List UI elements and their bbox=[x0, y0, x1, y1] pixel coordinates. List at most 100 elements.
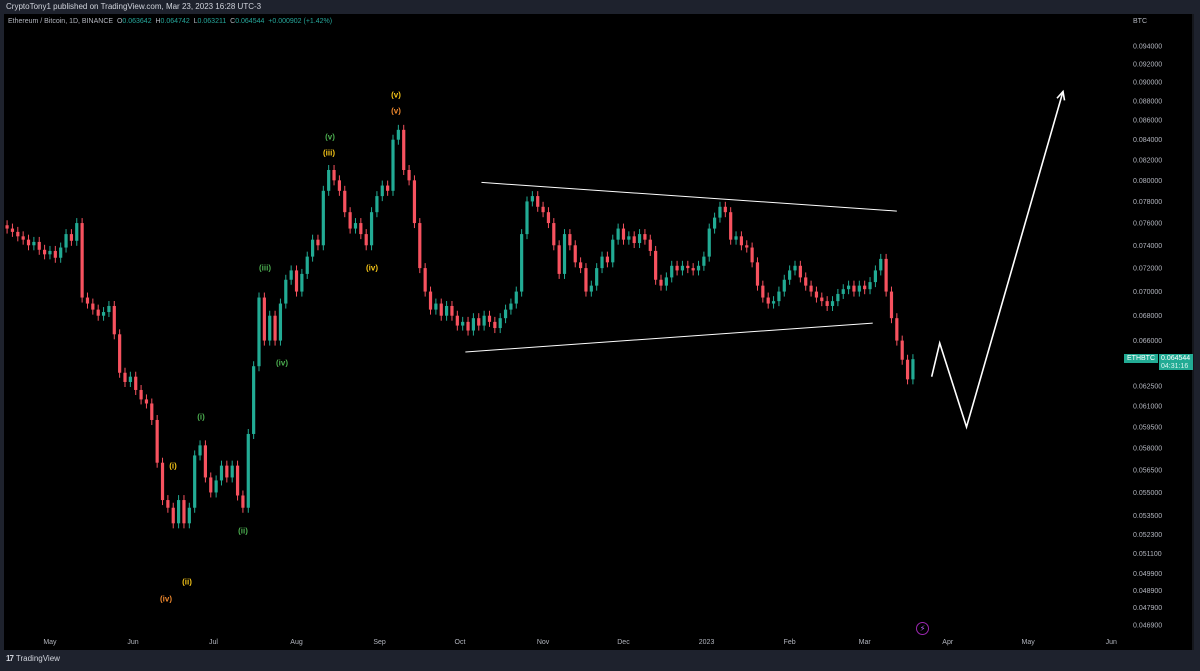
candle bbox=[702, 251, 706, 271]
candle bbox=[729, 207, 733, 245]
candle bbox=[868, 277, 872, 295]
candle-body bbox=[847, 285, 851, 290]
lightning-icon[interactable]: ⚡︎ bbox=[916, 622, 929, 635]
wave-label-green[interactable]: (i) bbox=[197, 412, 205, 422]
candle-body bbox=[300, 273, 304, 292]
tradingview-logo[interactable]: 17 TradingView bbox=[6, 654, 60, 663]
candle bbox=[777, 286, 781, 307]
candle-body bbox=[59, 247, 63, 258]
price-tick-label: 0.090000 bbox=[1133, 80, 1162, 87]
candle-body bbox=[10, 228, 15, 232]
time-axis[interactable]: May Jun Jul Aug Sep Oct Nov Dec 2023 Feb Mar Apr May… bbox=[43, 639, 1117, 646]
candle-body bbox=[788, 270, 792, 280]
triangle-lower-trendline bbox=[465, 322, 873, 353]
candle-body bbox=[777, 291, 781, 302]
candle-body bbox=[445, 305, 449, 316]
publish-bar: CryptoTony1 published on TradingView.com… bbox=[0, 0, 1200, 14]
candle-body bbox=[166, 500, 170, 508]
candle bbox=[471, 313, 475, 336]
wave-label-green[interactable]: (iii) bbox=[259, 263, 271, 273]
candle bbox=[482, 310, 486, 331]
candle bbox=[252, 361, 256, 439]
wave-label-yellow[interactable]: (v) bbox=[391, 90, 401, 100]
candle bbox=[219, 460, 224, 486]
candle bbox=[289, 265, 293, 285]
candle bbox=[300, 268, 304, 297]
candle bbox=[568, 229, 572, 251]
candle bbox=[321, 185, 325, 251]
time-tick-label: Jun bbox=[127, 639, 138, 646]
price-tick-label: 0.086000 bbox=[1133, 118, 1162, 125]
low-label: L bbox=[193, 18, 198, 25]
candle bbox=[498, 313, 502, 334]
candle-body bbox=[830, 301, 835, 306]
candle-body bbox=[112, 305, 116, 335]
candle-body bbox=[729, 212, 733, 240]
candles bbox=[5, 124, 915, 529]
open-label: O bbox=[116, 18, 123, 25]
candle-body bbox=[766, 297, 770, 304]
candle-body bbox=[895, 318, 899, 341]
candle bbox=[16, 226, 20, 242]
candle bbox=[879, 253, 883, 276]
candle bbox=[611, 234, 615, 268]
candle bbox=[246, 428, 250, 513]
candle-body bbox=[193, 455, 197, 508]
candle-body bbox=[750, 247, 754, 263]
candle-body bbox=[605, 256, 609, 263]
candle-body bbox=[327, 169, 331, 191]
wave-label-yellow[interactable]: (iii) bbox=[323, 148, 335, 158]
candle-body bbox=[26, 239, 31, 246]
candle bbox=[305, 251, 309, 279]
price-tick-label: 0.049900 bbox=[1133, 571, 1162, 578]
wave-label-yellow[interactable]: (i) bbox=[169, 461, 177, 471]
candle bbox=[160, 457, 165, 506]
candle-body bbox=[584, 268, 588, 292]
open-value: 0.063642 bbox=[122, 18, 152, 25]
candle-body bbox=[423, 268, 427, 292]
wave-label-yellow[interactable]: (ii) bbox=[182, 577, 192, 587]
candle-body bbox=[32, 241, 36, 246]
candle-body bbox=[884, 258, 888, 292]
candle-body bbox=[621, 228, 626, 240]
candle bbox=[664, 272, 668, 291]
candle bbox=[546, 207, 551, 229]
candle bbox=[573, 240, 577, 268]
candle-body bbox=[889, 291, 894, 319]
candle-body bbox=[343, 190, 347, 213]
candle-body bbox=[745, 245, 749, 248]
candle-body bbox=[359, 223, 363, 235]
drawings[interactable] bbox=[465, 89, 1066, 430]
symbol-name[interactable]: Ethereum / Bitcoin, 1D, BINANCE bbox=[8, 18, 114, 25]
low-value: 0.063211 bbox=[197, 18, 227, 25]
price-axis[interactable]: 0.094000 0.092000 0.090000 0.088000 0.086000… bbox=[1133, 44, 1162, 630]
candle bbox=[605, 251, 609, 268]
candle-body bbox=[836, 293, 840, 302]
candle bbox=[64, 229, 68, 253]
candle bbox=[80, 218, 84, 303]
wave-label-green[interactable]: (ii) bbox=[238, 526, 248, 536]
candle bbox=[847, 280, 851, 295]
candle bbox=[466, 316, 470, 336]
price-tick-label: 0.048900 bbox=[1133, 588, 1162, 595]
chart-pane[interactable] bbox=[4, 14, 1194, 650]
candle bbox=[541, 201, 545, 218]
wave-label-orange[interactable]: (iv) bbox=[160, 594, 172, 604]
wave-label-green[interactable]: (iv) bbox=[276, 358, 288, 368]
wave-label-green[interactable]: (v) bbox=[325, 132, 335, 142]
candle bbox=[107, 300, 111, 318]
candle bbox=[91, 298, 95, 315]
candle-body bbox=[21, 236, 25, 240]
candle bbox=[884, 253, 888, 297]
candle bbox=[734, 231, 738, 245]
candle bbox=[262, 292, 266, 346]
candle bbox=[863, 280, 867, 295]
candle bbox=[632, 231, 636, 249]
wave-label-yellow[interactable]: (iv) bbox=[366, 263, 378, 273]
candle bbox=[144, 394, 149, 409]
candle-body bbox=[16, 231, 20, 237]
candle-body bbox=[525, 201, 529, 235]
candle-body bbox=[552, 223, 556, 246]
wave-label-orange[interactable]: (v) bbox=[391, 106, 401, 116]
